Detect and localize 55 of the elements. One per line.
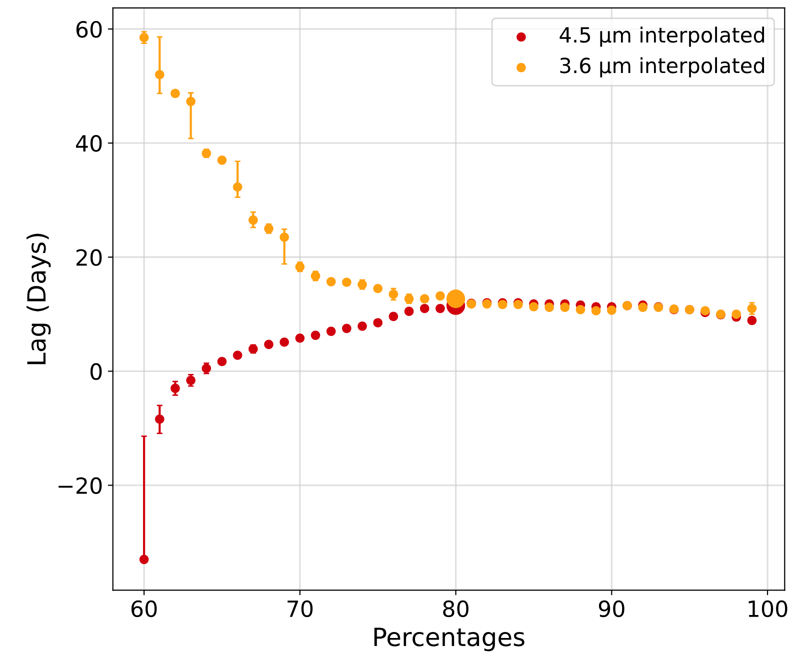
y-tick-label: 0 (90, 363, 102, 380)
point (606, 306, 616, 315)
point (154, 414, 164, 424)
point (436, 291, 445, 301)
point (326, 326, 336, 336)
point (280, 232, 289, 242)
point (248, 215, 258, 225)
y-tick-label: 20 (76, 249, 102, 266)
x-tick-label: 90 (598, 600, 624, 618)
x-tick-label: 100 (748, 600, 788, 618)
y-tick-label: −20 (58, 477, 102, 494)
point (544, 302, 554, 312)
point (310, 330, 320, 340)
y-tick-label: 60 (76, 20, 102, 38)
point (170, 88, 180, 98)
point (342, 324, 352, 334)
point (638, 302, 648, 312)
point (404, 306, 414, 316)
point (373, 318, 383, 328)
point (217, 356, 227, 366)
point (420, 294, 430, 304)
point (388, 290, 398, 299)
point (280, 337, 289, 347)
point (295, 333, 305, 343)
point (560, 302, 570, 312)
point (232, 350, 242, 360)
point (436, 304, 445, 314)
point (529, 302, 538, 312)
point (747, 316, 757, 326)
point (373, 284, 383, 294)
point (576, 304, 586, 314)
y-tick-label: 40 (76, 135, 102, 152)
point (591, 306, 601, 316)
point (154, 70, 164, 80)
point (388, 312, 398, 322)
point (264, 340, 274, 350)
point (342, 278, 352, 287)
x-tick-label: 80 (443, 600, 468, 618)
y-axis-title: Lag (Days) (26, 234, 51, 364)
x-axis-title: Percentages (374, 628, 524, 652)
legend-label: 4.5 μm interpolated (560, 26, 764, 47)
point (217, 156, 227, 165)
point (170, 384, 180, 393)
point (186, 376, 196, 385)
point (732, 310, 742, 319)
x-tick-label: 60 (131, 600, 157, 618)
legend-label: 3.6 μm interpolated (560, 57, 764, 78)
x-tick-label: 70 (288, 600, 313, 618)
point (139, 554, 149, 564)
point (420, 304, 430, 314)
point (232, 182, 242, 192)
point (326, 277, 336, 286)
point (747, 304, 757, 314)
point (358, 321, 367, 331)
point (186, 96, 196, 106)
